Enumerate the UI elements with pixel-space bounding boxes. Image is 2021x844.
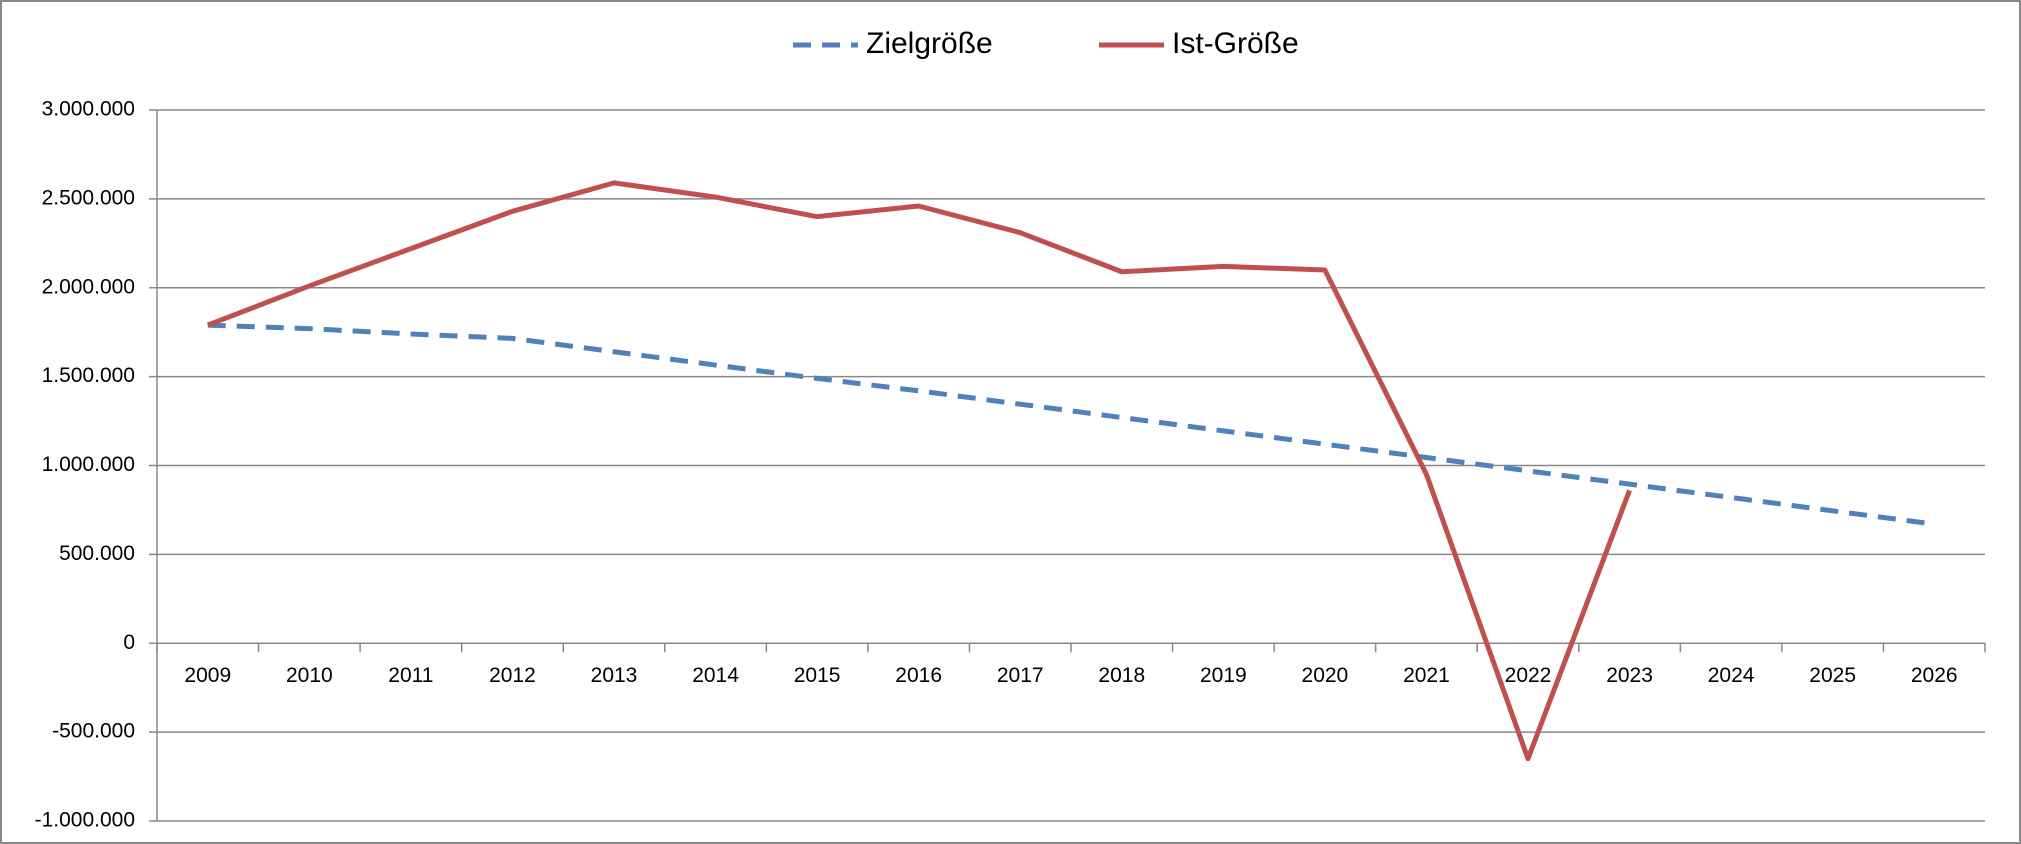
x-tick-label: 2023 (1606, 664, 1653, 687)
y-tick-label: 0 (123, 631, 135, 654)
x-tick-label: 2019 (1200, 664, 1247, 687)
x-tick-label: 2012 (489, 664, 536, 687)
y-tick-label: 500.000 (59, 542, 135, 565)
x-tick-label: 2016 (895, 664, 942, 687)
x-tick-label: 2021 (1403, 664, 1450, 687)
legend-label: Ist-Größe (1172, 27, 1299, 60)
x-tick-label: 2025 (1809, 664, 1856, 687)
y-tick-label: 2.500.000 (42, 186, 135, 209)
x-tick-label: 2020 (1302, 664, 1349, 687)
y-tick-label: 1.000.000 (42, 453, 135, 476)
x-tick-label: 2015 (794, 664, 841, 687)
series-line (206, 180, 1632, 762)
legend: Zielgröße Ist-Größe (793, 27, 1299, 60)
legend-label: Zielgröße (866, 27, 993, 60)
x-tick-label: 2013 (591, 664, 638, 687)
x-tick-label: 2017 (997, 664, 1044, 687)
x-tick-label: 2009 (184, 664, 231, 687)
x-tick-label: 2024 (1708, 664, 1755, 687)
x-tick-label: 2022 (1505, 664, 1552, 687)
y-tick-label: 2.000.000 (42, 275, 135, 298)
x-tick-label: 2011 (388, 664, 433, 687)
y-tick-label: 3.000.000 (42, 98, 135, 121)
y-tick-label: -1.000.000 (35, 809, 135, 832)
y-tick-label: 1.500.000 (42, 364, 135, 387)
x-tick-label: 2014 (692, 664, 739, 687)
y-tick-label: -500.000 (52, 720, 135, 743)
x-tick-label: 2010 (286, 664, 333, 687)
x-tick-label: 2018 (1098, 664, 1145, 687)
x-tick-label: 2026 (1911, 664, 1958, 687)
